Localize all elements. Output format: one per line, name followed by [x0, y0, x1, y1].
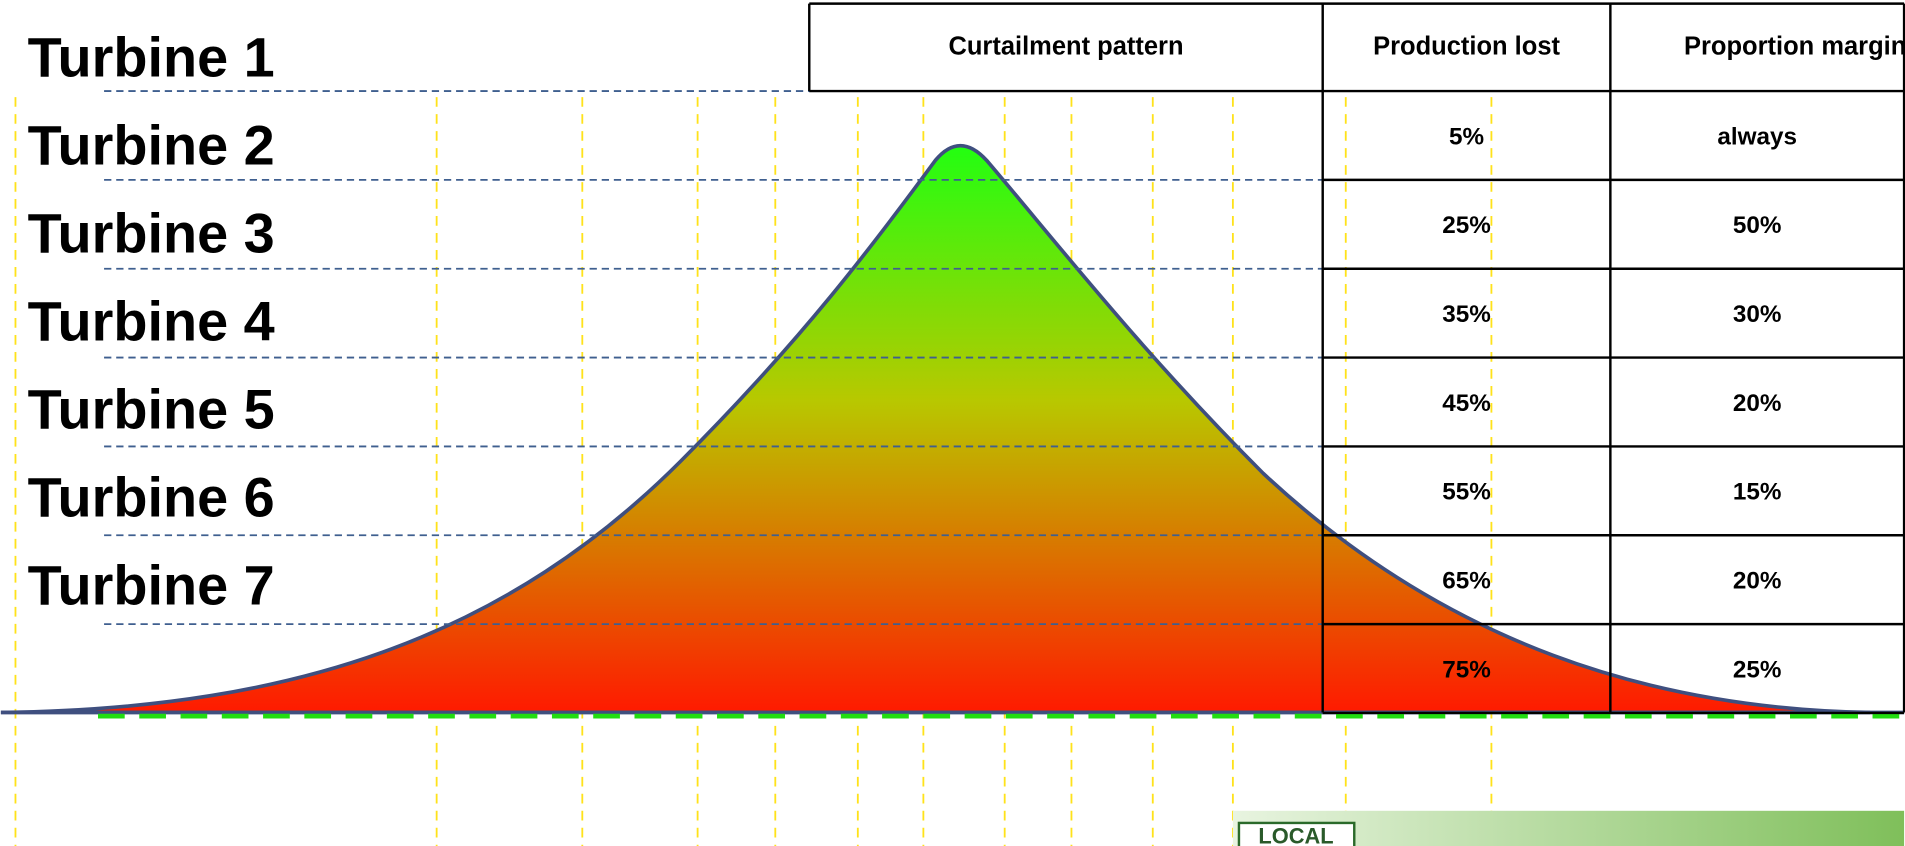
header-text: Production lost — [1373, 33, 1560, 62]
table-cell: 35% — [1442, 301, 1491, 328]
logo-text: LOCAL — [1258, 823, 1333, 846]
table: Curtailment pattern Production lost Propor… — [808, 2, 1905, 715]
table-cell: 15% — [1733, 479, 1782, 506]
turbine-label: Turbine 3 — [28, 202, 275, 265]
turbine-label: Turbine 6 — [28, 466, 275, 529]
header-cell: Proportion marginal — [1683, 33, 1905, 62]
table-cell: 50% — [1733, 212, 1782, 239]
header-cell: Production lost — [1373, 33, 1560, 62]
header-bg — [809, 3, 1905, 92]
turbine-label: Turbine 5 — [28, 378, 275, 441]
turbine-labels: Turbine 1 Turbine 2 Turbine 3 Turbine 4 Turb… — [28, 26, 275, 617]
table-cell: 5% — [1449, 123, 1484, 150]
table-cell: always — [1717, 123, 1797, 150]
turbine-label: Turbine 1 — [28, 26, 275, 89]
table-cell: 20% — [1733, 568, 1782, 595]
table-cell: 25% — [1442, 212, 1491, 239]
table-cell: 45% — [1442, 390, 1491, 417]
table-cell: 55% — [1442, 479, 1491, 506]
logo-box — [1237, 821, 1356, 846]
table-cell: 30% — [1733, 301, 1782, 328]
turbine-label: Turbine 7 — [28, 554, 275, 617]
table-cell: 65% — [1442, 568, 1491, 595]
turbine-label: Turbine 2 — [28, 114, 275, 177]
header-text: Proportion marginal — [1683, 33, 1905, 62]
header-cell: Curtailment pattern — [948, 33, 1184, 62]
header-text: Curtailment pattern — [948, 33, 1184, 62]
row-lines — [104, 90, 1323, 626]
table-cell: 20% — [1733, 390, 1782, 417]
turbine-label: Turbine 4 — [28, 290, 275, 353]
table-cell: 25% — [1733, 656, 1782, 683]
table-cell: 75% — [1442, 656, 1491, 683]
bell-curve — [0, 144, 1871, 715]
